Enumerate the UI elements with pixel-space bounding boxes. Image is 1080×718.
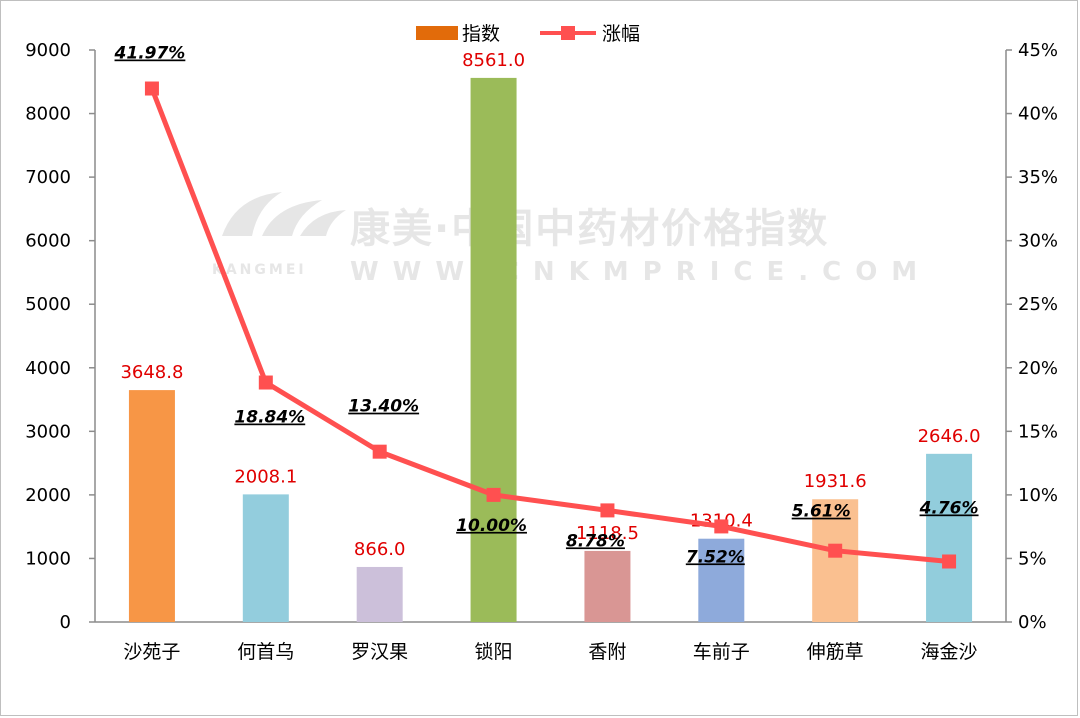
bar-value-label: 2008.1 <box>234 466 297 487</box>
left-tick-label: 7000 <box>25 167 71 188</box>
bar <box>926 453 973 622</box>
right-tick-label: 35% <box>1018 167 1058 188</box>
line-marker <box>486 487 501 502</box>
line-path <box>149 87 950 564</box>
line-value-label: 7.52% <box>686 547 745 567</box>
category-label: 罗汉果 <box>351 641 408 663</box>
left-tick-label: 5000 <box>25 294 71 315</box>
bar-value-label: 1931.6 <box>804 471 867 492</box>
bar <box>470 77 517 623</box>
watermark: 康美·中国中药材价格指数 KANGMEI WWW.CNKMPRICE.COM <box>212 192 931 287</box>
bar-value-label: 2646.0 <box>918 426 981 447</box>
line-value-label: 41.97% <box>114 44 186 64</box>
line-value-label: 8.78% <box>566 531 625 551</box>
category-label: 伸筋草 <box>807 641 864 663</box>
line-marker <box>372 444 387 459</box>
bar-value-label: 3648.8 <box>120 362 183 383</box>
category-label: 香附 <box>588 641 626 663</box>
category-label: 车前子 <box>693 641 750 663</box>
line-marker <box>942 554 957 569</box>
right-tick-label: 45% <box>1018 40 1058 61</box>
line-value-label: 4.76% <box>919 498 979 518</box>
left-tick-label: 8000 <box>25 104 71 125</box>
right-tick-label: 0% <box>1018 612 1047 633</box>
bar <box>812 499 859 622</box>
bar-series <box>128 77 973 623</box>
legend-line-label: 涨幅 <box>602 23 640 45</box>
line-value-label: 10.00% <box>456 516 527 536</box>
line-marker <box>258 375 273 390</box>
watermark-url-text: WWW.CNKMPRICE.COM <box>350 257 931 287</box>
category-label: 海金沙 <box>921 641 978 663</box>
right-tick-label: 10% <box>1018 485 1058 506</box>
left-tick-label: 1000 <box>25 548 71 569</box>
bar <box>356 566 403 622</box>
right-tick-label: 40% <box>1018 104 1058 125</box>
right-tick-label: 25% <box>1018 294 1058 315</box>
left-axis-ticks: 0 1000 2000 3000 4000 5000 6000 7000 8000 9000 <box>25 40 95 633</box>
bar-value-label: 1118.5 <box>576 523 639 544</box>
watermark-brand-text: KANGMEI <box>212 262 307 278</box>
watermark-main-text: 康美·中国中药材价格指数 <box>350 206 829 252</box>
line-value-labels: 41.97% 18.84% 13.40% 10.00% 8.78% 7.52% 5.61% 4… <box>114 44 979 568</box>
line-marker <box>600 503 615 518</box>
legend: 指数 涨幅 <box>416 23 640 45</box>
legend-bar-swatch <box>416 26 458 40</box>
left-tick-label: 4000 <box>25 358 71 379</box>
left-tick-label: 0 <box>60 612 71 633</box>
line-marker <box>714 519 729 534</box>
bar-value-label: 866.0 <box>354 539 406 560</box>
category-label: 何首乌 <box>237 641 294 663</box>
legend-line-marker <box>561 26 575 40</box>
line-value-label: 18.84% <box>234 408 305 428</box>
category-labels: 沙苑子 何首乌 罗汉果 锁阳 香附 车前子 伸筋草 海金沙 <box>123 641 977 663</box>
right-tick-label: 20% <box>1018 358 1058 379</box>
line-series <box>144 81 957 569</box>
left-tick-label: 3000 <box>25 421 71 442</box>
line-marker <box>828 543 843 558</box>
left-tick-label: 6000 <box>25 231 71 252</box>
line-value-label: 13.40% <box>348 397 419 417</box>
watermark-logo-icon <box>222 192 346 236</box>
bar <box>584 550 631 622</box>
bar <box>242 494 289 622</box>
bar <box>698 538 745 622</box>
right-tick-label: 5% <box>1018 548 1047 569</box>
category-label: 沙苑子 <box>123 641 180 663</box>
bar <box>128 390 175 622</box>
right-axis-ticks: 0% 5% 10% 15% 20% 25% 30% 35% 40% 45% <box>1006 40 1058 633</box>
bar-value-label: 8561.0 <box>462 50 525 71</box>
bar-value-labels: 3648.82008.1866.08561.01118.51310.41931.… <box>120 50 980 560</box>
line-marker <box>144 81 159 96</box>
right-tick-label: 15% <box>1018 421 1058 442</box>
left-tick-label: 2000 <box>25 485 71 506</box>
category-label: 锁阳 <box>475 641 513 663</box>
legend-bar-label: 指数 <box>462 23 500 45</box>
right-tick-label: 30% <box>1018 231 1058 252</box>
line-value-label: 5.61% <box>792 502 851 522</box>
left-tick-label: 9000 <box>25 40 71 61</box>
